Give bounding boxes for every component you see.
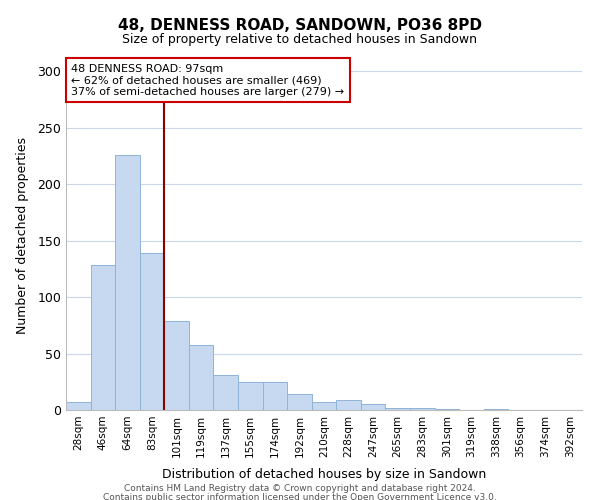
Bar xyxy=(361,404,385,410)
Text: Contains public sector information licensed under the Open Government Licence v3: Contains public sector information licen… xyxy=(103,492,497,500)
Bar xyxy=(385,408,410,410)
Bar xyxy=(312,402,336,410)
Text: Size of property relative to detached houses in Sandown: Size of property relative to detached ho… xyxy=(122,32,478,46)
Bar xyxy=(66,402,91,410)
Bar xyxy=(434,409,459,410)
Text: Contains HM Land Registry data © Crown copyright and database right 2024.: Contains HM Land Registry data © Crown c… xyxy=(124,484,476,493)
Text: 48 DENNESS ROAD: 97sqm
← 62% of detached houses are smaller (469)
37% of semi-de: 48 DENNESS ROAD: 97sqm ← 62% of detached… xyxy=(71,64,344,96)
Text: 48, DENNESS ROAD, SANDOWN, PO36 8PD: 48, DENNESS ROAD, SANDOWN, PO36 8PD xyxy=(118,18,482,32)
Bar xyxy=(164,321,189,410)
Bar xyxy=(91,266,115,410)
Bar xyxy=(214,375,238,410)
Bar xyxy=(140,253,164,410)
Bar xyxy=(410,408,434,410)
Bar xyxy=(287,394,312,410)
Bar xyxy=(263,382,287,410)
Y-axis label: Number of detached properties: Number of detached properties xyxy=(16,136,29,334)
Bar xyxy=(484,409,508,410)
Bar xyxy=(189,344,214,410)
Bar xyxy=(336,400,361,410)
Bar xyxy=(115,155,140,410)
Bar xyxy=(238,382,263,410)
X-axis label: Distribution of detached houses by size in Sandown: Distribution of detached houses by size … xyxy=(162,468,486,481)
